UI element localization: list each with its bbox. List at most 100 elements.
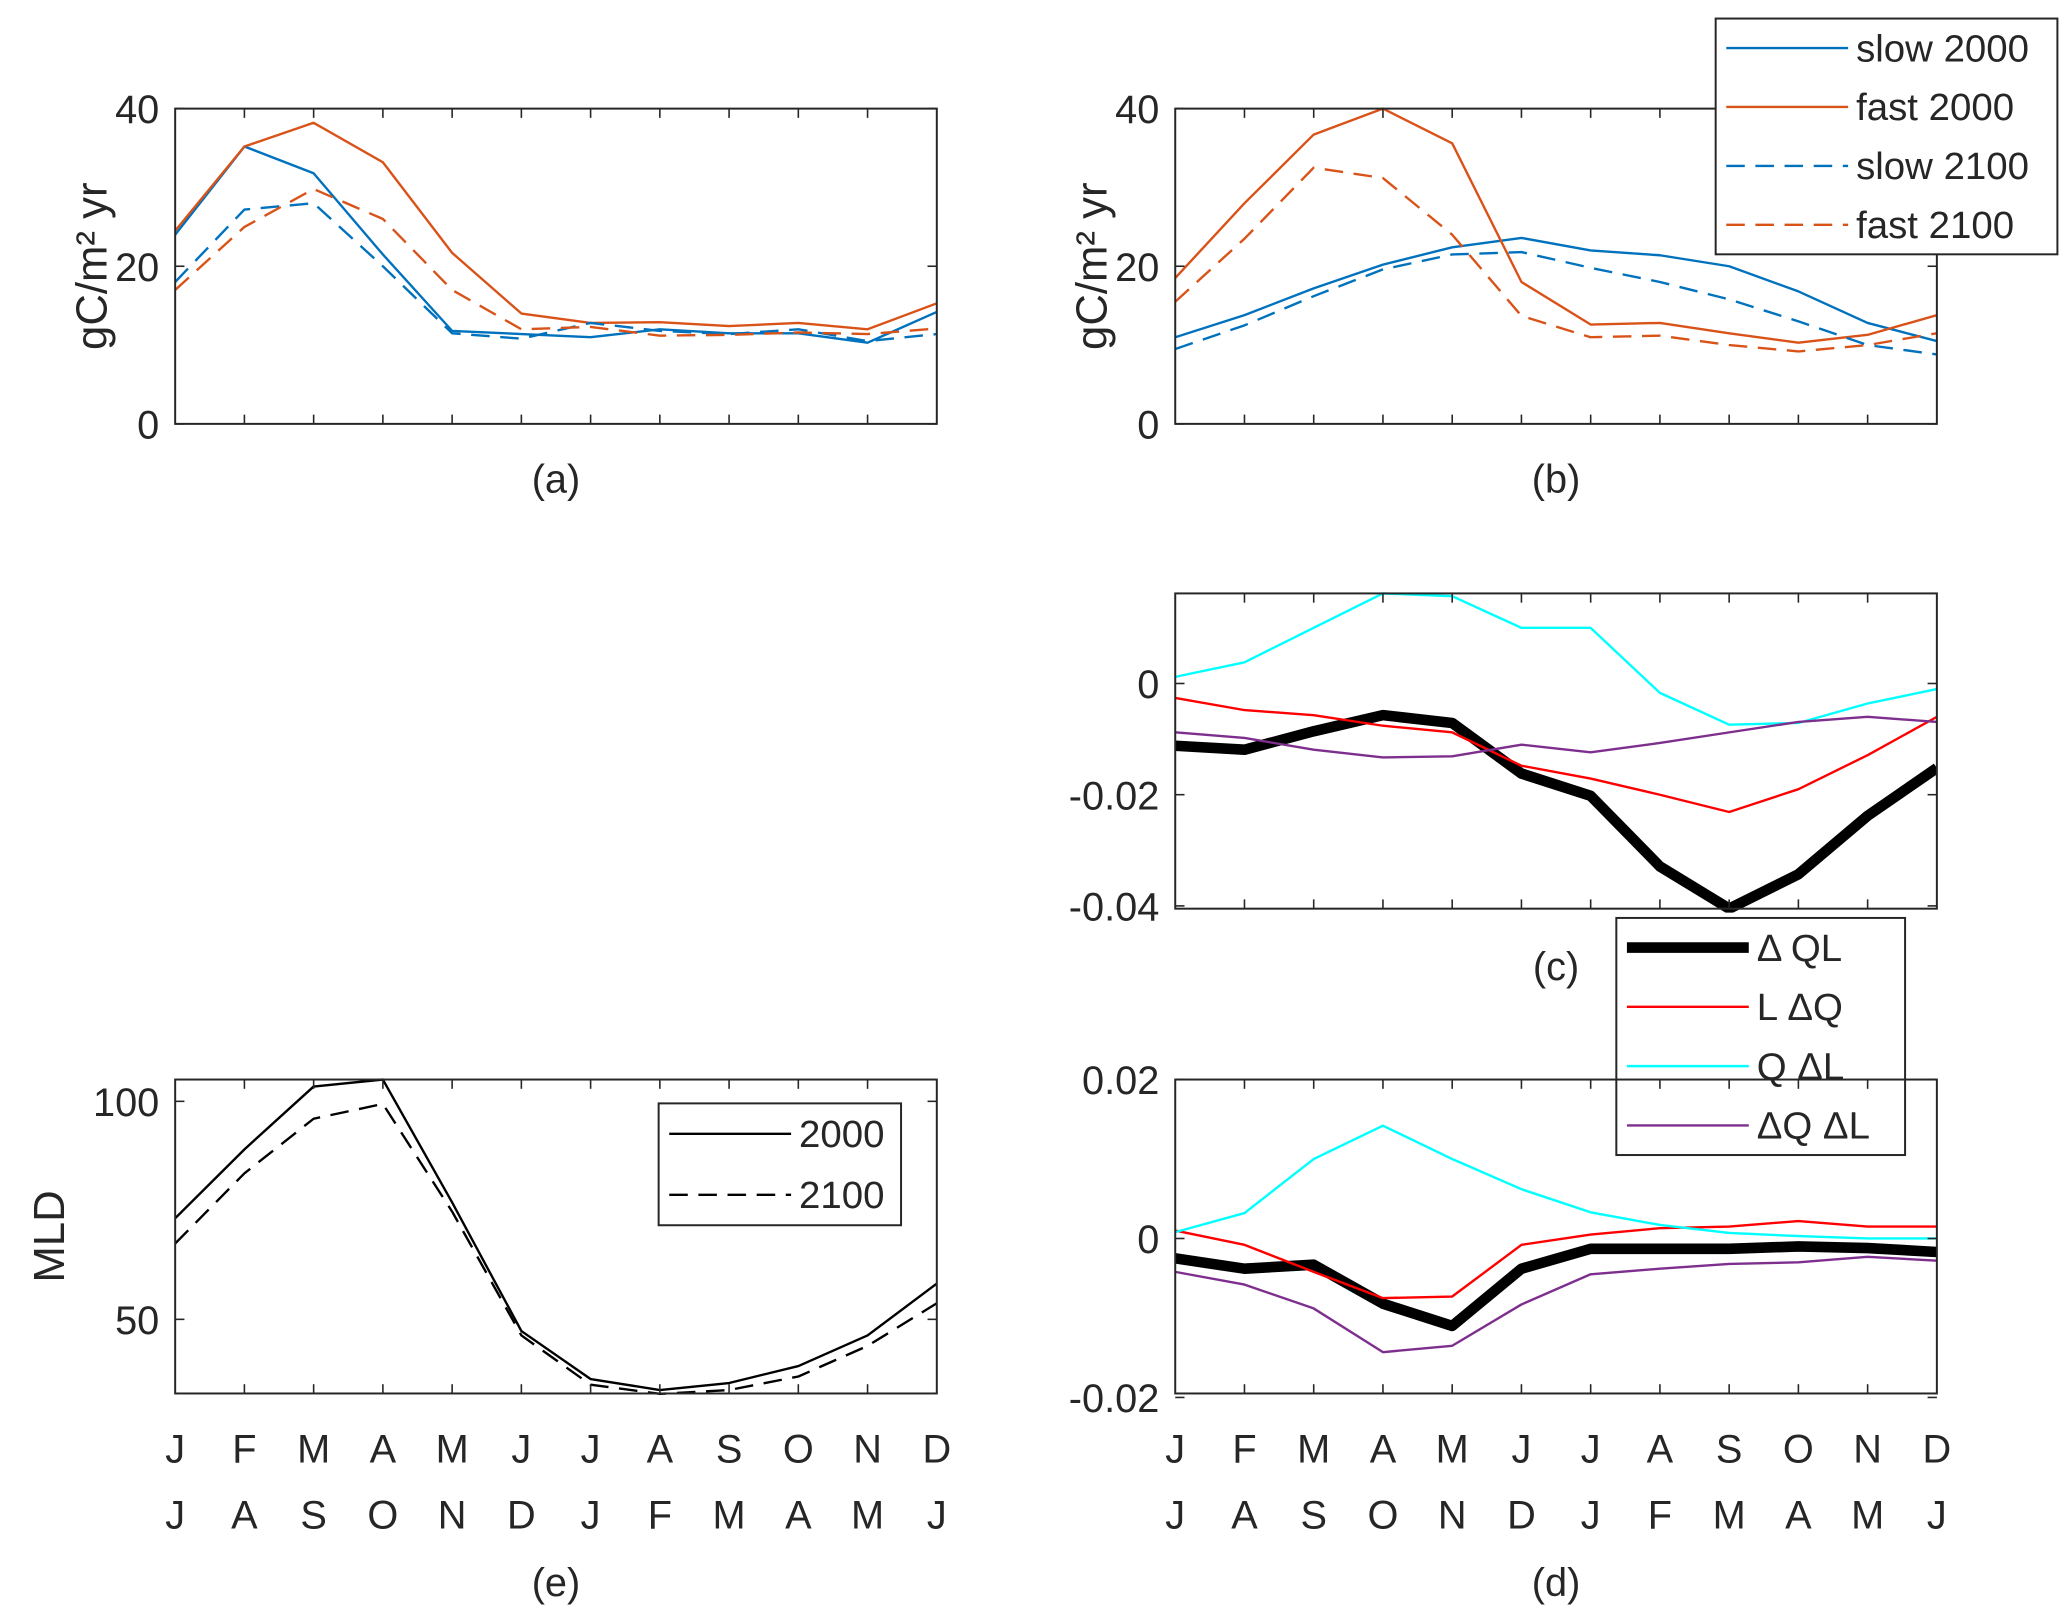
x-tick-label: J (1927, 1494, 1947, 1538)
series-line-1 (175, 1102, 937, 1396)
legend-label: slow 2100 (1856, 145, 2029, 188)
series-line-1 (175, 121, 937, 331)
y-tick-label: -0.02 (1069, 774, 1160, 818)
x-tick-label: J (1165, 1427, 1185, 1471)
x-tick-label: A (1785, 1494, 1812, 1538)
legend: Δ QL L ΔQ Q ΔL ΔQ ΔL (1615, 916, 1907, 1157)
x-tick-label: N (438, 1494, 467, 1538)
panel-label: (a) (532, 458, 581, 502)
x-tick-label: O (367, 1494, 398, 1538)
axes-box (174, 107, 938, 425)
x-tick-label: J (927, 1494, 947, 1538)
x-tick-label: J (1165, 1494, 1185, 1538)
x-tick-label: M (297, 1427, 330, 1471)
x-tick-label: M (1297, 1427, 1330, 1471)
series-line-0 (175, 1078, 937, 1392)
legend: slow 2000 fast 2000 slow 2100 fast 2100 (1714, 17, 2059, 256)
panel-label: (b) (1532, 458, 1581, 502)
legend-label: 2000 (799, 1113, 884, 1156)
x-tick-label: J (1581, 1494, 1601, 1538)
panel-a: 0 20 40 gC/m² yr (a) (67, 88, 938, 502)
x-tick-label: S (1300, 1494, 1327, 1538)
y-tick-label: 50 (115, 1299, 159, 1343)
legend-label: L ΔQ (1757, 986, 1843, 1029)
x-tick-label: M (713, 1494, 746, 1538)
x-tick-label: O (1367, 1494, 1398, 1538)
series-line-1 (1175, 1219, 1937, 1300)
series-line-0 (175, 145, 937, 344)
x-tick-label: A (1370, 1427, 1397, 1471)
x-tick-label: S (716, 1427, 742, 1471)
panel-c: -0.04 -0.02 0 (c) Δ QL L ΔQ Q ΔL ΔQ ΔL (1069, 592, 1938, 1157)
x-tick-label: M (1436, 1427, 1469, 1471)
x-tick-label: O (1783, 1427, 1814, 1471)
y-tick-label: -0.02 (1069, 1377, 1160, 1421)
legend-label: fast 2000 (1856, 86, 2014, 129)
x-tick-label: M (1713, 1494, 1746, 1538)
panel-label: (c) (1533, 945, 1579, 989)
legend-box (1615, 916, 1907, 1157)
legend-label: 2100 (799, 1174, 884, 1217)
legend-label: Δ QL (1757, 927, 1842, 970)
y-tick-label: 0 (1137, 663, 1159, 707)
panel-label: (e) (532, 1561, 581, 1605)
x-tick-label: J (581, 1494, 601, 1538)
y-tick-label: 0 (1137, 403, 1159, 447)
panel-label: (d) (1532, 1561, 1581, 1605)
y-tick-label: 20 (1115, 246, 1159, 290)
series-line-0 (1175, 1241, 1937, 1332)
series-line-1 (1175, 696, 1937, 814)
y-tick-label: 0.02 (1082, 1059, 1159, 1103)
x-tick-label: M (851, 1494, 884, 1538)
x-tick-label: M (1851, 1494, 1884, 1538)
series-line-3 (1175, 715, 1937, 759)
x-tick-label: F (1648, 1494, 1672, 1538)
x-tick-label: N (853, 1427, 882, 1471)
series-line-3 (1175, 1255, 1937, 1354)
x-tick-label: A (1231, 1494, 1258, 1538)
x-tick-label: J (1581, 1427, 1601, 1471)
y-tick-label: 40 (1115, 88, 1159, 132)
axes-box (1174, 1078, 1938, 1395)
series-line-0 (1175, 709, 1937, 913)
x-tick-label: D (1923, 1427, 1952, 1471)
legend-label: Q ΔL (1757, 1045, 1845, 1088)
x-tick-label: A (370, 1427, 397, 1471)
legend-label: ΔQ ΔL (1757, 1105, 1870, 1148)
x-tick-label: D (507, 1494, 536, 1538)
x-tick-label: D (922, 1427, 951, 1471)
x-tick-label: S (300, 1494, 326, 1538)
x-tick-label: F (232, 1427, 256, 1471)
x-tick-label: J (1512, 1427, 1532, 1471)
y-tick-label: 40 (115, 88, 159, 132)
series-line-2 (175, 201, 937, 343)
series-line-3 (1175, 166, 1937, 353)
x-tick-label: J (581, 1427, 601, 1471)
series-line-2 (1175, 1124, 1937, 1240)
x-tick-label: J (165, 1427, 185, 1471)
x-tick-label: J (165, 1494, 185, 1538)
x-tick-label: D (1507, 1494, 1536, 1538)
x-tick-label: A (231, 1494, 258, 1538)
x-tick-label: S (1716, 1427, 1743, 1471)
axes-box (1174, 592, 1938, 910)
y-axis-label: MLD (25, 1190, 74, 1282)
x-tick-label: A (647, 1427, 674, 1471)
x-tick-label: M (436, 1427, 469, 1471)
y-tick-label: -0.04 (1069, 885, 1160, 929)
y-tick-label: 20 (115, 246, 159, 290)
y-tick-label: 100 (93, 1081, 159, 1125)
legend-box (1714, 17, 2059, 256)
x-tick-label: F (1232, 1427, 1256, 1471)
x-tick-label: O (783, 1427, 814, 1471)
x-tick-label: F (648, 1494, 672, 1538)
x-tick-label: A (1647, 1427, 1674, 1471)
legend-label: slow 2000 (1856, 27, 2029, 70)
legend: 2000 2100 (657, 1102, 903, 1227)
x-tick-label: A (785, 1494, 812, 1538)
series-line-1 (1175, 107, 1937, 344)
